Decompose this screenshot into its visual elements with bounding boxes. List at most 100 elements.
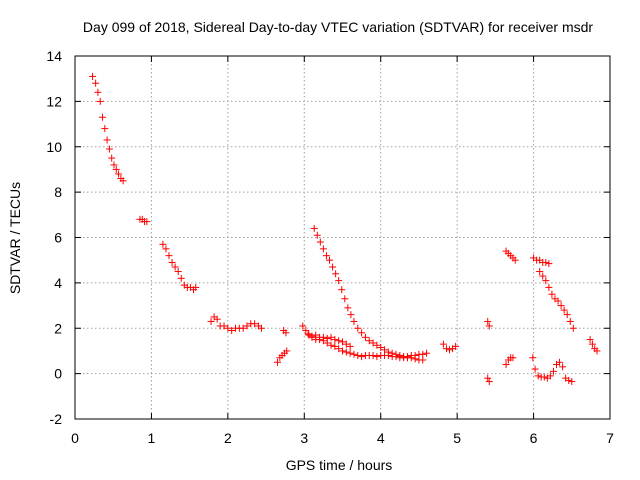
chart-title: Day 099 of 2018, Sidereal Day-to-day VTE… xyxy=(83,19,593,35)
data-point xyxy=(350,317,358,325)
data-point xyxy=(192,283,200,291)
data-point xyxy=(536,268,544,276)
x-axis-label: GPS time / hours xyxy=(286,457,393,473)
y-tick-label: 12 xyxy=(46,93,62,109)
data-point xyxy=(213,315,221,323)
data-point xyxy=(392,353,400,361)
data-point xyxy=(484,317,492,325)
data-point xyxy=(228,327,236,335)
data-point xyxy=(327,333,335,341)
data-point xyxy=(304,330,312,338)
data-point xyxy=(283,347,291,355)
data-point xyxy=(373,353,381,361)
y-tick-label: 4 xyxy=(54,275,62,291)
y-tick-label: 2 xyxy=(54,320,62,336)
data-point xyxy=(323,334,331,342)
data-point xyxy=(365,337,373,345)
data-point xyxy=(403,353,411,361)
data-point xyxy=(358,329,366,337)
data-point xyxy=(369,339,377,347)
data-point xyxy=(540,373,548,381)
data-points xyxy=(89,72,601,386)
x-tick-label: 1 xyxy=(148,430,156,446)
data-point xyxy=(588,340,596,348)
data-point xyxy=(251,320,259,328)
data-point xyxy=(529,354,537,362)
data-point xyxy=(419,350,427,358)
data-point xyxy=(361,333,369,341)
data-point xyxy=(534,372,542,380)
data-point xyxy=(354,324,362,332)
data-point xyxy=(92,79,100,87)
data-point xyxy=(509,354,517,362)
data-point xyxy=(539,272,547,280)
data-point xyxy=(329,263,337,271)
data-point xyxy=(566,317,574,325)
data-point xyxy=(274,358,282,366)
data-point xyxy=(335,345,343,353)
data-point xyxy=(110,161,118,169)
y-tick-label: 14 xyxy=(46,48,62,64)
x-tick-label: 3 xyxy=(300,430,308,446)
data-point xyxy=(310,224,318,232)
data-point xyxy=(319,333,327,341)
data-point xyxy=(384,351,392,359)
data-point xyxy=(502,361,510,369)
data-point xyxy=(560,306,568,314)
data-point xyxy=(531,365,539,373)
y-tick-label: 8 xyxy=(54,184,62,200)
y-tick-label: 6 xyxy=(54,230,62,246)
data-point xyxy=(556,358,564,366)
data-point xyxy=(346,349,354,357)
y-tick-label: 0 xyxy=(54,366,62,382)
data-point xyxy=(341,295,349,303)
data-point xyxy=(484,374,492,382)
data-point xyxy=(344,304,352,312)
data-point xyxy=(331,336,339,344)
data-point xyxy=(101,125,109,133)
data-point xyxy=(299,322,307,330)
data-point xyxy=(545,260,553,268)
data-point xyxy=(373,341,381,349)
y-tick-label: -2 xyxy=(50,411,63,427)
data-point xyxy=(308,332,316,340)
data-point xyxy=(446,346,453,354)
data-point xyxy=(411,351,419,359)
data-point xyxy=(542,277,550,285)
x-tick-labels: 0 1 2 3 4 5 6 7 xyxy=(71,430,614,446)
x-tick-label: 7 xyxy=(606,430,614,446)
data-point xyxy=(220,322,228,330)
data-point xyxy=(96,97,104,105)
data-point xyxy=(442,345,450,353)
data-point xyxy=(143,218,151,226)
data-point xyxy=(586,336,594,344)
data-point xyxy=(89,72,97,80)
data-point xyxy=(559,363,567,371)
data-point xyxy=(335,277,343,285)
data-point xyxy=(171,263,179,271)
x-tick-label: 4 xyxy=(377,430,385,446)
data-point xyxy=(369,351,377,359)
grid xyxy=(75,56,610,419)
data-point xyxy=(119,177,127,185)
x-tick-label: 6 xyxy=(530,430,538,446)
data-point xyxy=(115,170,123,178)
data-point xyxy=(94,88,102,96)
data-point xyxy=(548,290,556,298)
data-point xyxy=(342,340,350,348)
data-point xyxy=(358,353,366,361)
data-point xyxy=(99,113,107,121)
data-point xyxy=(319,245,327,253)
data-point xyxy=(112,165,120,173)
data-point xyxy=(108,154,116,162)
x-tick-label: 0 xyxy=(71,430,79,446)
data-point xyxy=(511,256,519,264)
data-point xyxy=(207,317,215,325)
data-point xyxy=(542,258,550,266)
data-point xyxy=(174,268,182,276)
data-point xyxy=(400,354,408,362)
data-point xyxy=(423,349,431,357)
data-point xyxy=(346,342,354,350)
data-point xyxy=(452,342,460,350)
y-tick-label: 10 xyxy=(46,139,62,155)
